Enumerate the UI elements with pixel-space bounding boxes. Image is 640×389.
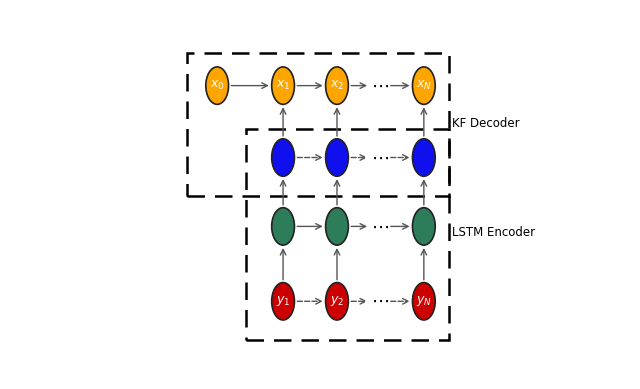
Ellipse shape	[412, 67, 435, 104]
Ellipse shape	[206, 67, 228, 104]
Ellipse shape	[412, 282, 435, 320]
Bar	[188, 53, 449, 196]
Ellipse shape	[326, 282, 348, 320]
Bar	[246, 129, 449, 340]
Text: KF Decoder: KF Decoder	[452, 117, 520, 130]
Ellipse shape	[326, 208, 348, 245]
Text: $x_{1}$: $x_{1}$	[276, 79, 291, 92]
Text: $\cdots$: $\cdots$	[371, 292, 389, 310]
Ellipse shape	[272, 67, 294, 104]
Text: $\cdots$: $\cdots$	[371, 149, 389, 166]
Ellipse shape	[326, 67, 348, 104]
Ellipse shape	[412, 208, 435, 245]
Ellipse shape	[326, 139, 348, 176]
Text: $y_{1}$: $y_{1}$	[276, 294, 291, 308]
Ellipse shape	[412, 139, 435, 176]
Ellipse shape	[272, 282, 294, 320]
Text: $\cdots$: $\cdots$	[371, 217, 389, 235]
Text: $x_{N}$: $x_{N}$	[416, 79, 432, 92]
Text: LSTM Encoder: LSTM Encoder	[452, 226, 536, 239]
Ellipse shape	[272, 208, 294, 245]
Text: $y_{N}$: $y_{N}$	[416, 294, 432, 308]
Ellipse shape	[272, 139, 294, 176]
Text: $\cdots$: $\cdots$	[371, 77, 389, 95]
Text: $x_{0}$: $x_{0}$	[210, 79, 225, 92]
Text: $x_{2}$: $x_{2}$	[330, 79, 344, 92]
Text: $y_{2}$: $y_{2}$	[330, 294, 344, 308]
